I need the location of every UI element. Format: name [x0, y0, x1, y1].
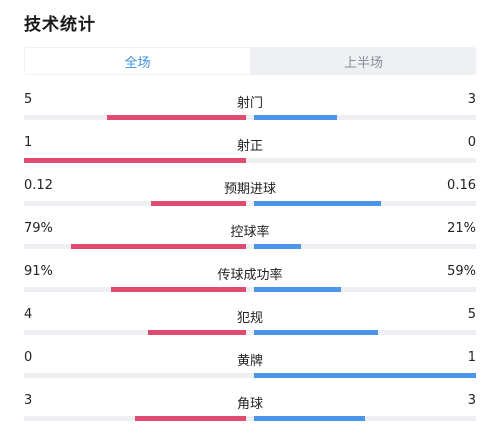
- stat-track: [24, 201, 476, 206]
- away-bar: [254, 330, 378, 335]
- stat-label: 传球成功率: [217, 268, 283, 283]
- home-bar: [107, 115, 246, 120]
- home-value: 1: [24, 135, 33, 150]
- stat-row-shots-on-target: 1 射正 0: [24, 131, 476, 174]
- home-value: 79%: [24, 221, 53, 236]
- stat-label: 控球率: [230, 225, 270, 240]
- stat-row-possession: 79% 控球率 21%: [24, 217, 476, 260]
- away-value: 3: [467, 92, 476, 107]
- home-value: 0.12: [24, 178, 53, 193]
- home-value: 91%: [24, 264, 53, 279]
- away-value: 5: [467, 307, 476, 322]
- stat-track: [24, 373, 476, 378]
- home-value: 0: [24, 350, 33, 365]
- home-value: 5: [24, 92, 33, 107]
- period-tabs: 全场 上半场: [24, 47, 476, 75]
- away-value: 21%: [447, 221, 476, 236]
- away-bar: [254, 287, 341, 292]
- away-bar: [254, 201, 381, 206]
- stat-row-pass-accuracy: 91% 传球成功率 59%: [24, 260, 476, 303]
- home-bar: [151, 201, 246, 206]
- stat-row-fouls: 4 犯规 5: [24, 303, 476, 346]
- away-bar: [254, 373, 476, 378]
- away-bar: [254, 115, 337, 120]
- away-value: 0.16: [447, 178, 476, 193]
- stat-label: 射正: [236, 139, 263, 154]
- stat-track: [24, 416, 476, 421]
- tab-first-half[interactable]: 上半场: [251, 47, 476, 75]
- home-bar: [24, 158, 246, 163]
- home-value: 4: [24, 307, 33, 322]
- home-bar: [135, 416, 246, 421]
- tab-full-match[interactable]: 全场: [24, 47, 251, 75]
- stats-list: 5 射门 3 1 射正 0 0.12 预期进球 0.16 79% 控球率 21%…: [24, 88, 476, 432]
- home-value: 3: [24, 393, 33, 408]
- away-bar: [254, 416, 365, 421]
- home-bar: [71, 244, 246, 249]
- home-bar: [148, 330, 246, 335]
- stat-label: 犯规: [236, 311, 263, 326]
- away-value: 3: [467, 393, 476, 408]
- away-value: 1: [467, 350, 476, 365]
- stat-label: 射门: [236, 96, 263, 111]
- page-title: 技术统计: [24, 15, 96, 35]
- stat-track: [24, 244, 476, 249]
- stat-track: [24, 330, 476, 335]
- stat-track: [24, 287, 476, 292]
- stat-row-corners: 3 角球 3: [24, 389, 476, 432]
- stat-label: 黄牌: [236, 354, 263, 369]
- away-value: 59%: [447, 264, 476, 279]
- stat-row-yellow-cards: 0 黄牌 1: [24, 346, 476, 389]
- stat-row-shots: 5 射门 3: [24, 88, 476, 131]
- stat-label: 预期进球: [223, 182, 276, 197]
- stat-row-expected-goals: 0.12 预期进球 0.16: [24, 174, 476, 217]
- stat-track: [24, 115, 476, 120]
- away-value: 0: [467, 135, 476, 150]
- away-bar: [254, 244, 301, 249]
- stat-track: [24, 158, 476, 163]
- stat-label: 角球: [236, 397, 263, 412]
- home-bar: [111, 287, 246, 292]
